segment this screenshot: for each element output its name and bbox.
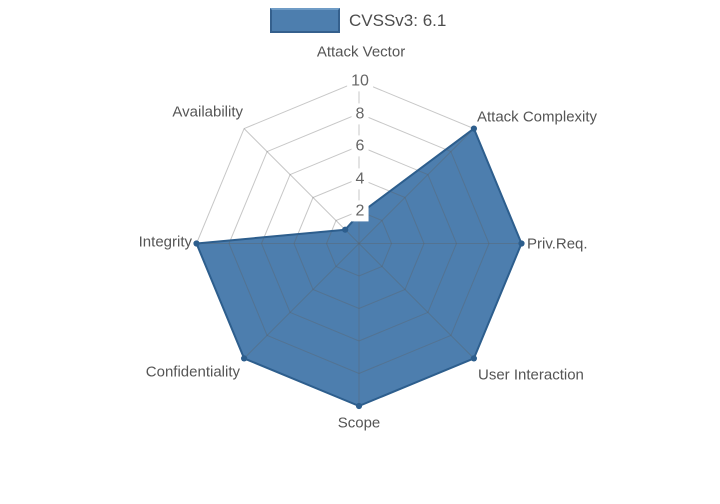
radial-tick-10: 10 bbox=[347, 70, 373, 92]
radial-tick-2: 2 bbox=[351, 200, 369, 222]
legend-label[interactable]: CVSSv3: 6.1 bbox=[349, 11, 447, 30]
radial-tick-4: 4 bbox=[351, 167, 369, 190]
axis-label-attack-complexity: Attack Complexity bbox=[477, 108, 598, 126]
axis-label-scope: Scope bbox=[337, 414, 381, 432]
axis-label-confidentiality: Confidentiality bbox=[145, 363, 240, 381]
axis-label-attack-vector: Attack Vector bbox=[316, 43, 406, 61]
legend-swatch[interactable] bbox=[270, 8, 340, 33]
axis-label-priv-req: Priv.Req. bbox=[527, 235, 588, 253]
axis-label-user-interaction: User Interaction bbox=[478, 366, 584, 384]
axis-label-availability: Availability bbox=[172, 103, 243, 121]
legend: CVSSv3: 6.1 bbox=[0, 0, 720, 40]
radial-tick-6: 6 bbox=[351, 135, 369, 157]
radial-tick-8: 8 bbox=[351, 102, 369, 125]
series-fill-polygon bbox=[196, 128, 522, 406]
axis-label-integrity: Integrity bbox=[138, 233, 192, 251]
